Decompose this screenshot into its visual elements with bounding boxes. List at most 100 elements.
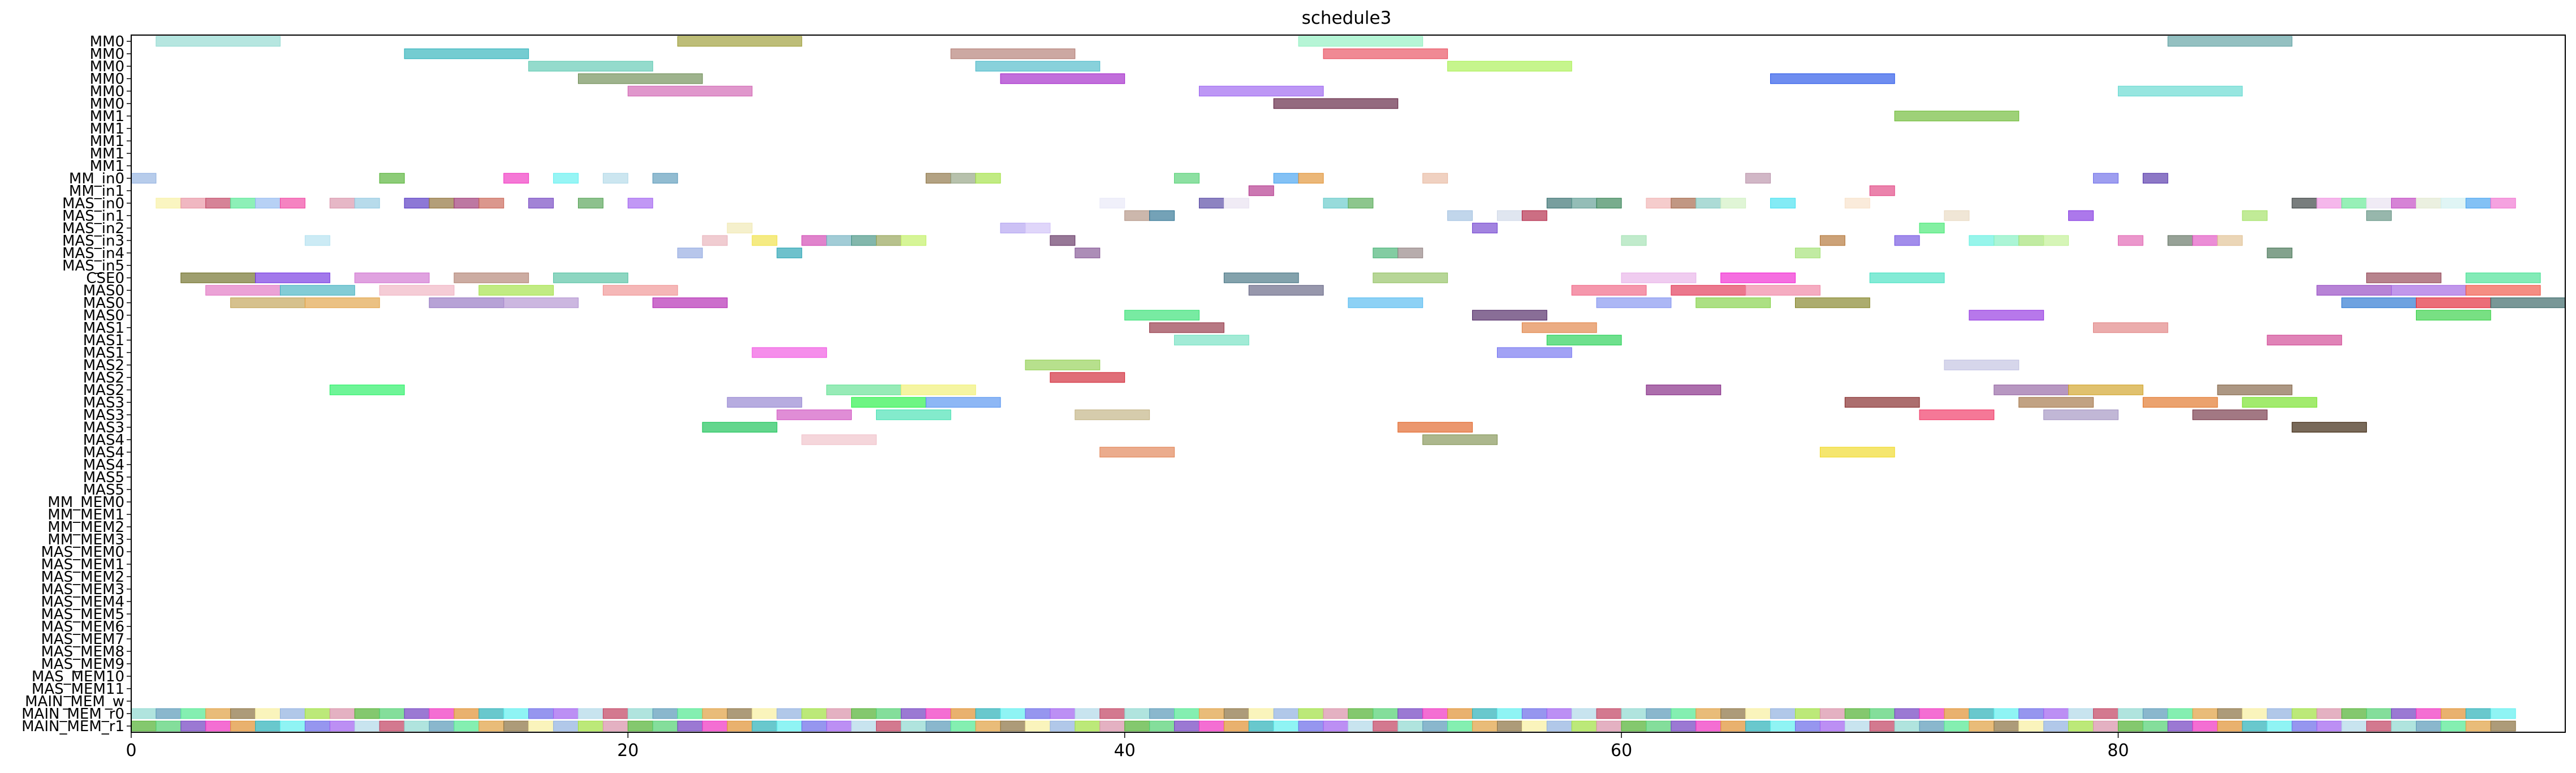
memory-task-bar [1248, 708, 1274, 719]
task-bar [1248, 185, 1274, 196]
y-axis: MM0MM0MM0MM0MM0MM0MM1MM1MM1MM1MM1MM_in0M… [21, 33, 131, 735]
memory-task-bar [2142, 720, 2168, 732]
task-bar [975, 61, 1101, 72]
memory-task-bar [1869, 720, 1895, 732]
task-bar [2217, 384, 2293, 396]
memory-task-bar [1298, 708, 1324, 719]
y-tick-label: MM1 [90, 145, 124, 162]
memory-task-bar [1174, 720, 1199, 732]
x-tick-label: 60 [1611, 741, 1632, 761]
task-bar [1894, 110, 2020, 122]
memory-task-bar [702, 708, 728, 719]
memory-task-bar [1571, 708, 1597, 719]
task-bar [255, 197, 281, 209]
memory-task-bar [1919, 708, 1945, 719]
task-bar [2292, 197, 2318, 209]
memory-task-bar [354, 708, 380, 719]
memory-task-bar [776, 720, 802, 732]
memory-task-bar [801, 720, 827, 732]
memory-task-bar [329, 720, 355, 732]
memory-task-bar [1298, 720, 1324, 732]
memory-task-bar [1248, 720, 1274, 732]
task-bar [1099, 446, 1175, 458]
memory-task-bar [925, 708, 951, 719]
task-bar [752, 235, 778, 246]
task-bar [528, 197, 554, 209]
memory-task-bar [1149, 708, 1175, 719]
task-bar [851, 397, 926, 408]
task-bar [1323, 197, 1349, 209]
memory-task-bar [1198, 720, 1224, 732]
task-bar [1671, 285, 1746, 296]
memory-task-bar [1844, 708, 1870, 719]
memory-task-bar [2391, 708, 2417, 719]
memory-task-bar [1671, 708, 1697, 719]
task-bar [1124, 310, 1199, 321]
task-bar [752, 347, 827, 358]
task-bar [1298, 173, 1324, 184]
memory-task-bar [876, 720, 901, 732]
memory-task-bar [1447, 720, 1473, 732]
task-bar [1869, 272, 1945, 284]
task-bar [304, 297, 380, 308]
x-tick-label: 80 [2107, 741, 2129, 761]
y-tick-label: MAS1 [83, 320, 124, 337]
y-tick-label: MAS_MEM1 [41, 556, 124, 573]
y-tick-label: MAS2 [83, 370, 124, 386]
memory-task-bar [2341, 708, 2367, 719]
task-bar [2242, 397, 2318, 408]
task-bar [950, 48, 1076, 59]
task-bar [1819, 235, 1845, 246]
task-bar [602, 285, 678, 296]
task-bar [1397, 422, 1473, 433]
memory-task-bar [1497, 708, 1522, 719]
task-bar [404, 197, 430, 209]
task-bar [354, 272, 430, 284]
task-bar [2391, 197, 2417, 209]
memory-task-bar [1050, 708, 1076, 719]
memory-task-bar [2292, 720, 2318, 732]
task-bar [975, 173, 1001, 184]
task-bar [602, 173, 628, 184]
memory-task-bar [602, 720, 628, 732]
memory-task-bar [1671, 720, 1697, 732]
memory-task-bar [180, 720, 206, 732]
memory-task-bar [1770, 708, 1796, 719]
task-bar [677, 247, 703, 259]
task-bar [1075, 409, 1150, 420]
task-bar [1472, 310, 1547, 321]
memory-task-bar [975, 708, 1001, 719]
memory-task-bar [2242, 720, 2268, 732]
memory-task-bar [1422, 720, 1448, 732]
task-bar [727, 397, 802, 408]
task-bar [1720, 197, 1746, 209]
task-bar [404, 48, 529, 59]
task-bar [1099, 197, 1125, 209]
memory-task-bar [1447, 708, 1473, 719]
memory-task-bar [354, 720, 380, 732]
task-bar [1447, 210, 1473, 221]
y-tick-label: MAS5 [83, 469, 124, 486]
memory-task-bar [1646, 720, 1672, 732]
memory-task-bar [1546, 720, 1572, 732]
memory-task-bar [1050, 720, 1076, 732]
task-bar [2366, 272, 2441, 284]
memory-task-bar [2267, 708, 2293, 719]
y-tick-label: MM0 [90, 83, 124, 100]
y-tick-label: MAS0 [83, 307, 124, 324]
y-tick-label: MAS_in5 [62, 257, 124, 274]
memory-task-bar [2192, 720, 2218, 732]
task-bar [553, 272, 628, 284]
memory-task-bar [627, 720, 653, 732]
memory-task-bar [677, 720, 703, 732]
memory-task-bar [528, 720, 554, 732]
task-bar [2217, 235, 2243, 246]
task-bar [1944, 210, 1970, 221]
memory-task-bar [1621, 720, 1647, 732]
memory-task-bar [230, 720, 256, 732]
memory-task-bar [2440, 708, 2466, 719]
task-bar [280, 197, 305, 209]
task-bar [1919, 409, 1995, 420]
task-bar [1149, 322, 1224, 333]
task-bar [1869, 185, 1895, 196]
